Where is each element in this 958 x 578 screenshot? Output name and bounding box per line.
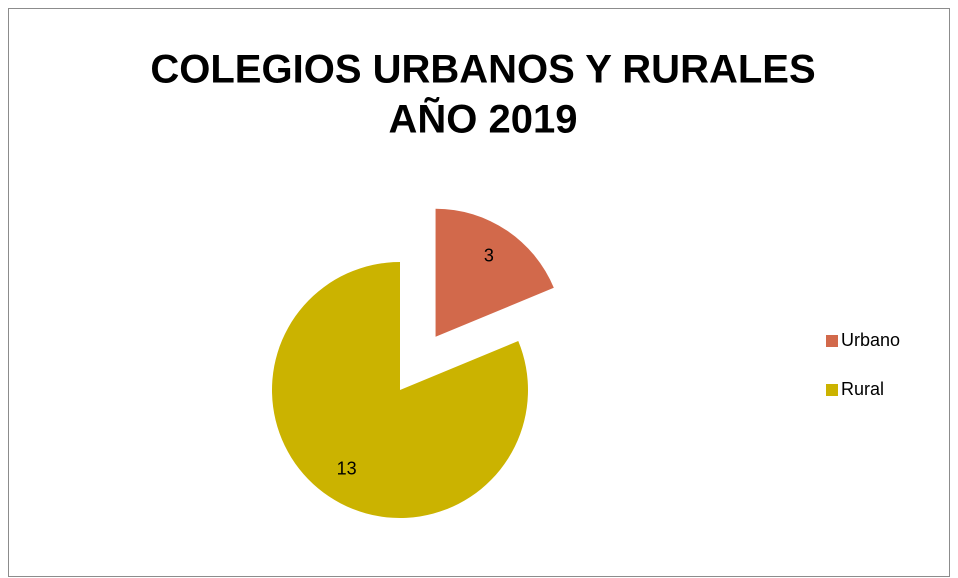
chart-title: AÑO 2019 — [389, 96, 578, 142]
pie-slice — [435, 208, 554, 337]
chart-title: COLEGIOS URBANOS Y RURALES — [150, 48, 815, 92]
data-label: 3 — [484, 246, 494, 266]
legend-swatch — [826, 384, 838, 396]
legend-label: Rural — [841, 379, 884, 399]
data-label: 13 — [337, 459, 357, 479]
legend-label: Urbano — [841, 330, 900, 350]
legend-swatch — [826, 335, 838, 347]
pie-slice — [272, 262, 528, 518]
